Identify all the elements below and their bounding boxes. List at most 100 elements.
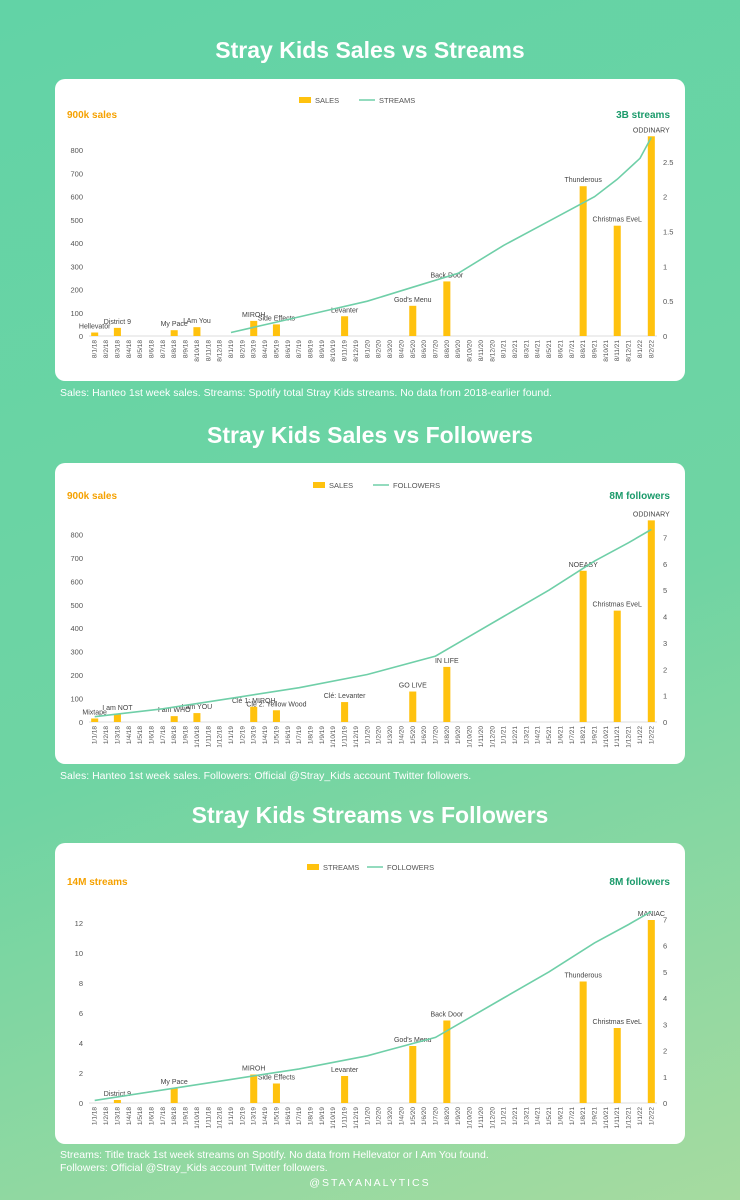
- chart-title-sales-streams: Stray Kids Sales vs Streams: [215, 37, 525, 63]
- x-tick-label: 1/2/19: [239, 726, 246, 744]
- chart-card-streams-followers: STREAMS FOLLOWERS 14M streams 8M followers 0…: [55, 843, 685, 1144]
- y-tick-label: 8: [79, 979, 83, 988]
- x-tick-label: 8/2/19: [239, 340, 246, 358]
- x-tick-label: 1/11/18: [205, 1107, 212, 1129]
- x-tick-label: 8/1/21: [501, 340, 508, 358]
- bar: [272, 1083, 280, 1103]
- bar: [272, 710, 280, 722]
- x-tick-label: 1/5/20: [410, 1107, 417, 1125]
- x-tick-label: 1/6/21: [557, 1107, 564, 1125]
- x-tick-label: 1/4/18: [126, 726, 133, 744]
- y2-tick-label: 2: [663, 665, 667, 674]
- bar-data-label: Christmas EveL: [593, 217, 643, 224]
- x-tick-label: 1/9/18: [183, 1107, 190, 1125]
- x-tick-label: 8/3/21: [523, 340, 530, 358]
- x-tick-label: 1/1/19: [228, 726, 235, 744]
- bar-data-label: I am NOT: [102, 705, 133, 712]
- bar-data-label: District 9: [104, 319, 131, 326]
- chart-card-sales-followers: SALES FOLLOWERS 900k sales 8M followers 0 100…: [55, 463, 685, 764]
- x-tick-label: 1/1/21: [501, 1107, 508, 1125]
- bar: [250, 1074, 258, 1103]
- x-tick-label: 1/2/18: [103, 726, 110, 744]
- bar: [113, 713, 121, 722]
- bar: [250, 706, 258, 722]
- bar: [113, 327, 121, 336]
- y-tick-label: 400: [70, 624, 83, 633]
- x-tick-label: 8/7/19: [296, 340, 303, 358]
- y-tick-label: 200: [70, 671, 83, 680]
- x-tick-label: 8/2/21: [512, 340, 519, 358]
- sales-vs-streams-chart: SALES STREAMS 900k sales 3B streams 0 100 200 3…: [67, 96, 673, 362]
- x-tick-label: 8/2/20: [376, 340, 383, 358]
- chart-note-streams-followers: Streams: Title track 1st week streams on…: [60, 1149, 489, 1174]
- x-tick-label: 1/1/20: [364, 726, 371, 744]
- x-tick-label: 1/2/19: [239, 1107, 246, 1125]
- bar-data-label: GO LIVE: [399, 683, 427, 690]
- y2-tick-label: 4: [663, 613, 667, 622]
- right-axis-unit-label: 8M followers: [609, 491, 670, 502]
- x-tick-label: 1/5/19: [273, 1107, 280, 1125]
- bar-data-label: MIROH: [242, 312, 265, 319]
- y-tick-label: 100: [70, 695, 83, 704]
- x-tick-label: 1/3/21: [523, 1107, 530, 1125]
- x-tick-label: 1/6/18: [148, 726, 155, 744]
- x-tick-label: 1/7/21: [569, 1107, 576, 1125]
- x-tick-label: 8/11/18: [205, 340, 212, 362]
- bar-data-label: My Pace: [161, 321, 188, 328]
- x-tick-label: 1/2/22: [648, 1107, 655, 1125]
- bar: [579, 186, 587, 336]
- y2-tick-label: 3: [663, 639, 667, 648]
- x-tick-label: 8/5/21: [546, 340, 553, 358]
- bar-data-label: Levanter: [331, 307, 359, 314]
- x-tick-label: 1/12/21: [626, 1107, 633, 1129]
- bar-data-label: MANIAC: [638, 911, 665, 918]
- y-tick-label: 800: [70, 530, 83, 539]
- x-tick-label: 8/7/21: [569, 340, 576, 358]
- bar: [341, 702, 349, 722]
- legend-bar-label: SALES: [329, 481, 353, 490]
- bar: [170, 1088, 178, 1103]
- x-tick-label: 8/3/20: [387, 340, 394, 358]
- x-tick-label: 1/2/20: [376, 1107, 383, 1125]
- bar-data-label: Clé 1: MIROH: [232, 698, 276, 705]
- bar-data-label: Clé 2: Yellow Wood: [246, 701, 306, 708]
- bar-data-label: Thunderous: [564, 177, 602, 184]
- x-tick-label: 1/3/20: [387, 726, 394, 744]
- x-tick-label: 1/11/21: [614, 1107, 621, 1129]
- chart-card-sales-streams: SALES STREAMS 900k sales 3B streams 0 100 200 3…: [55, 79, 685, 381]
- x-tick-label: 1/7/18: [160, 726, 167, 744]
- x-tick-label: 1/1/18: [92, 1107, 99, 1125]
- bar: [91, 718, 99, 722]
- y2-tick-label: 1: [663, 692, 667, 701]
- y2-tick-label: 2: [663, 193, 667, 202]
- x-tick-label: 1/6/19: [285, 726, 292, 744]
- x-tick-label: 1/10/21: [603, 1107, 610, 1129]
- x-tick-label: 8/10/19: [330, 340, 337, 362]
- x-tick-label: 8/12/20: [489, 340, 496, 362]
- x-tick-label: 8/9/19: [319, 340, 326, 358]
- x-tick-label: 8/6/20: [421, 340, 428, 358]
- x-tick-label: 8/11/19: [342, 340, 349, 362]
- y2-tick-label: 1: [663, 1073, 667, 1082]
- bar-data-label: Side Effects: [258, 1075, 296, 1082]
- x-tick-label: 1/3/19: [251, 726, 258, 744]
- x-tick-label: 1/6/18: [148, 1107, 155, 1125]
- y2-tick-label: 0: [663, 332, 667, 341]
- legend-line-label: FOLLOWERS: [393, 481, 440, 490]
- x-tick-label: 1/8/19: [308, 726, 315, 744]
- x-tick-label: 8/8/18: [171, 340, 178, 358]
- x-tick-label: 8/12/21: [626, 340, 633, 362]
- y2-tick-label: 1: [663, 262, 667, 271]
- x-tick-label: 1/8/20: [444, 726, 451, 744]
- x-tick-label: 1/12/20: [489, 1107, 496, 1129]
- x-tick-label: 1/8/18: [171, 726, 178, 744]
- x-tick-label: 1/1/22: [637, 726, 644, 744]
- x-tick-label: 8/1/18: [92, 340, 99, 358]
- x-tick-label: 1/3/18: [114, 726, 121, 744]
- y-tick-label: 10: [75, 949, 83, 958]
- x-tick-label: 1/7/19: [296, 1107, 303, 1125]
- x-tick-label: 1/10/18: [194, 1107, 201, 1129]
- legend-line-label: STREAMS: [379, 96, 415, 105]
- x-tick-label: 1/7/21: [569, 726, 576, 744]
- x-tick-label: 8/12/19: [353, 340, 360, 362]
